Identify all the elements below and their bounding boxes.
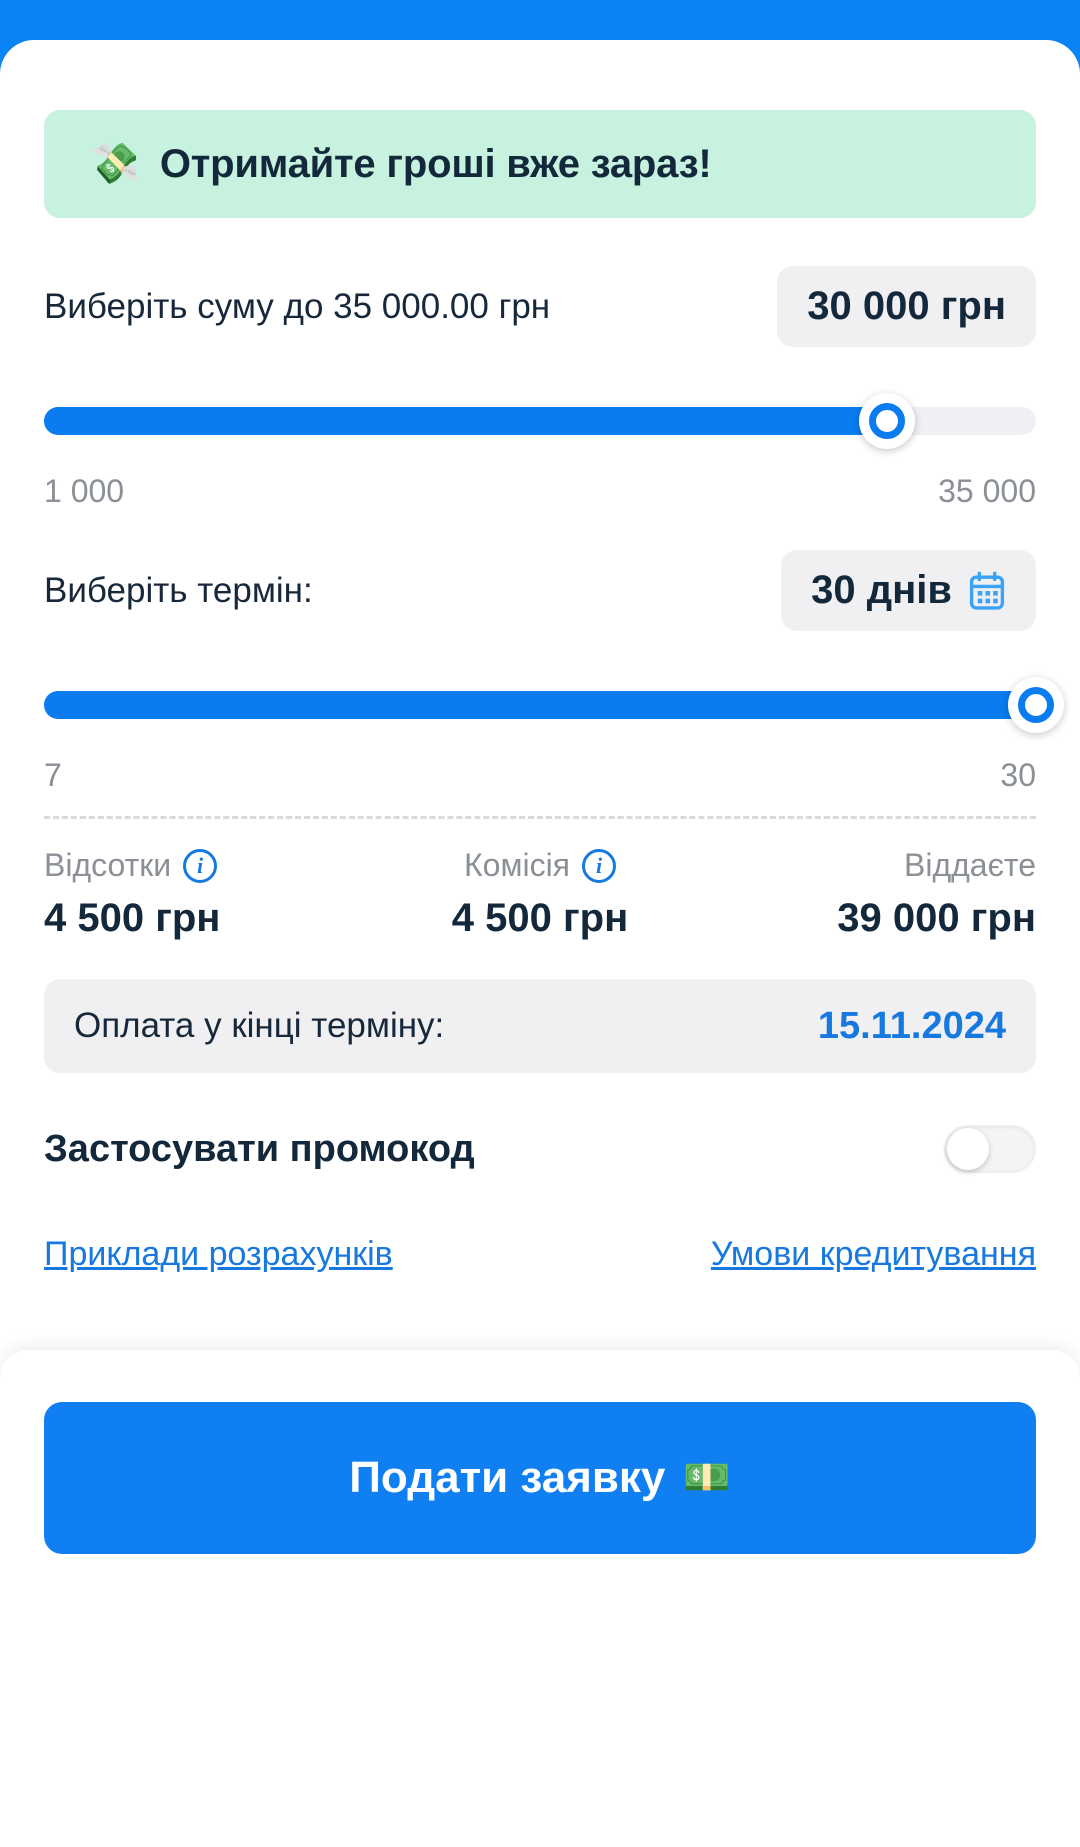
payment-date-label: Оплата у кінці терміну: bbox=[74, 1006, 445, 1045]
promo-code-row: Застосувати промокод bbox=[44, 1125, 1036, 1173]
submit-application-label: Подати заявку bbox=[349, 1453, 666, 1502]
term-max-label: 30 bbox=[1000, 757, 1036, 793]
breakdown-header-total: Віддаєте bbox=[705, 847, 1036, 884]
submit-application-button[interactable]: Подати заявку 💵 bbox=[44, 1402, 1036, 1554]
amount-row: Виберіть суму до 35 000.00 грн 30 000 гр… bbox=[44, 266, 1036, 347]
breakdown-column-commission: Комісія i 4 500 грн bbox=[375, 847, 706, 941]
link-lending-terms[interactable]: Умови кредитування bbox=[710, 1235, 1036, 1273]
amount-slider[interactable] bbox=[44, 393, 1036, 449]
dollar-banknote-emoji: 💵 bbox=[683, 1457, 731, 1499]
term-value-pill[interactable]: 30 днів bbox=[781, 550, 1036, 631]
promo-code-label: Застосувати промокод bbox=[44, 1127, 475, 1170]
money-with-wings-emoji: 💸 bbox=[90, 142, 140, 186]
amount-slider-fill bbox=[44, 407, 888, 435]
breakdown-value-total: 39 000 грн bbox=[837, 896, 1037, 940]
calendar-icon bbox=[968, 571, 1006, 611]
breakdown-label-total: Віддаєте bbox=[904, 847, 1037, 883]
breakdown-column-interest: Відсотки i 4 500 грн bbox=[44, 847, 375, 941]
breakdown-label-commission: Комісія bbox=[464, 847, 570, 883]
amount-label: Виберіть суму до 35 000.00 грн bbox=[44, 286, 551, 326]
dashed-divider bbox=[44, 816, 1036, 819]
term-value-text: 30 днів bbox=[811, 568, 952, 612]
amount-range-labels: 1 000 35 000 bbox=[44, 473, 1036, 510]
amount-value-pill[interactable]: 30 000 грн bbox=[777, 266, 1036, 347]
term-min-label: 7 bbox=[44, 757, 62, 793]
amount-min-label: 1 000 bbox=[44, 473, 125, 509]
info-icon-commission[interactable]: i bbox=[582, 848, 616, 883]
cost-breakdown: Відсотки i 4 500 грн Комісія i 4 500 грн… bbox=[44, 847, 1036, 941]
breakdown-header-commission: Комісія i bbox=[375, 847, 706, 884]
term-slider-thumb[interactable] bbox=[1008, 677, 1064, 733]
info-icon-interest[interactable]: i bbox=[183, 848, 218, 883]
amount-value-text: 30 000 грн bbox=[807, 284, 1006, 328]
amount-slider-thumb[interactable] bbox=[859, 393, 916, 449]
amount-max-label: 35 000 bbox=[938, 473, 1036, 509]
footer-links: Приклади розрахунків Умови кредитування bbox=[44, 1235, 1036, 1274]
link-calculation-examples[interactable]: Приклади розрахунків bbox=[44, 1235, 393, 1273]
term-range-labels: 7 30 bbox=[44, 757, 1036, 794]
breakdown-value-commission: 4 500 грн bbox=[451, 896, 629, 940]
term-row: Виберіть термін: 30 днів bbox=[44, 550, 1036, 631]
payment-date-value: 15.11.2024 bbox=[817, 1004, 1006, 1047]
promo-code-toggle-knob bbox=[947, 1128, 989, 1170]
term-slider[interactable] bbox=[44, 677, 1064, 733]
term-slider-fill bbox=[44, 691, 1036, 719]
promo-banner: 💸 Отримайте гроші вже зараз! bbox=[44, 110, 1036, 218]
promo-code-toggle[interactable] bbox=[944, 1125, 1036, 1173]
promo-banner-text: Отримайте гроші вже зараз! bbox=[159, 141, 712, 186]
breakdown-label-interest: Відсотки bbox=[44, 847, 172, 883]
breakdown-column-total: Віддаєте 39 000 грн bbox=[705, 847, 1036, 941]
term-label: Виберіть термін: bbox=[44, 570, 313, 610]
payment-date-bar: Оплата у кінці терміну: 15.11.2024 bbox=[44, 979, 1036, 1073]
breakdown-header-interest: Відсотки i bbox=[44, 847, 375, 884]
bottom-action-bar: Подати заявку 💵 bbox=[0, 1350, 1080, 1847]
breakdown-value-interest: 4 500 грн bbox=[44, 896, 221, 940]
